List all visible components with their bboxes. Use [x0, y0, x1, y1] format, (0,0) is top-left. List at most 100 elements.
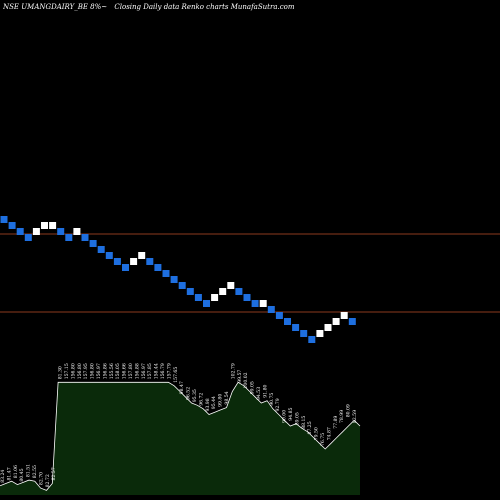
renko-brick-down	[194, 294, 202, 301]
renko-brick-up	[340, 312, 348, 319]
renko-brick-down	[203, 300, 210, 307]
volume-price-label: 95.35	[192, 389, 198, 402]
volume-price-label: 99.57	[237, 370, 243, 383]
volume-price-label: 78.99	[339, 410, 345, 423]
renko-brick-down	[308, 336, 316, 343]
renko-brick-up	[219, 288, 227, 295]
volume-price-label: 156.97	[141, 363, 147, 379]
renko-brick-down	[105, 252, 113, 259]
renko-brick-down	[243, 294, 251, 301]
volume-price-label: 156.80	[70, 363, 76, 379]
volume-price-label: 93.98	[205, 398, 211, 411]
volume-price-label: 98.47	[179, 381, 185, 394]
renko-brick-down	[348, 318, 356, 325]
renko-brick-down	[154, 264, 162, 271]
volume-price-label: 88.15	[301, 416, 307, 429]
renko-brick-down	[97, 246, 105, 253]
renko-brick-up	[130, 258, 138, 265]
renko-brick-up	[324, 324, 332, 331]
volume-price-label: 156.80	[77, 363, 83, 379]
renko-brick-up	[227, 282, 235, 289]
renko-brick-down	[65, 234, 73, 241]
volume-price-label: 157.65	[173, 367, 179, 383]
volume-price-label: 156.66	[122, 363, 128, 379]
volume-price-label: 81.47	[6, 467, 12, 480]
chart-description: Closing Daily data Renko charts MunafaSu…	[114, 3, 295, 11]
volume-price-label: 156.80	[90, 363, 96, 379]
volume-price-label: 79.50	[314, 427, 320, 440]
ticker-label: NSE UMANGDAIRY_BE 8%~	[3, 3, 108, 11]
renko-brick-down	[300, 330, 308, 337]
volume-price-label: 96.72	[198, 393, 204, 406]
volume-price-label: 157.85	[147, 363, 153, 379]
volume-price-label: 156.86	[102, 363, 108, 379]
volume-outline	[0, 381, 361, 491]
renko-brick-down	[0, 216, 8, 223]
volume-price-label: 95.44	[211, 396, 217, 409]
volume-price-label: 100.02	[243, 372, 249, 388]
volume-price-label: 81.51	[26, 464, 32, 477]
volume-price-label: 158.05	[115, 363, 121, 379]
renko-brick-up	[73, 228, 81, 235]
volume-price-label: 99.80	[218, 394, 224, 407]
volume-price-label: 80.09	[346, 404, 352, 417]
renko-brick-down	[16, 228, 24, 235]
renko-brick-down	[162, 270, 170, 277]
renko-brick-down	[170, 276, 178, 283]
volume-price-label: 156.88	[134, 363, 140, 379]
volume-price-label: 83.24	[0, 470, 6, 483]
volume-price-label: 80.45	[19, 468, 25, 481]
renko-brick-up	[332, 318, 340, 325]
volume-price-label: 157.95	[83, 363, 89, 379]
renko-brick-down	[81, 234, 89, 241]
renko-brick-down	[275, 312, 283, 319]
volume-area	[0, 381, 361, 495]
renko-brick-down	[8, 222, 16, 229]
renko-brick-down	[267, 306, 275, 313]
volume-price-label: 94.53	[256, 387, 262, 400]
renko-brick-up	[32, 228, 40, 235]
volume-price-label: 81.06	[13, 465, 19, 478]
volume-price-label: 89.05	[294, 412, 300, 425]
renko-brick-down	[122, 264, 129, 271]
renko-brick-up	[316, 330, 324, 337]
volume-price-label: 157.80	[128, 363, 134, 379]
volume-price-label: 74.87	[326, 427, 332, 440]
volume-price-label: 90.00	[282, 410, 288, 423]
volume-price-label: 158.44	[154, 363, 160, 379]
renko-brick-down	[178, 282, 186, 289]
volume-price-label: 91.80	[262, 384, 268, 397]
volume-price-label: 156.79	[160, 363, 166, 379]
volume-price-label: 96.52	[186, 387, 192, 400]
chart-header: NSE UMANGDAIRY_BE 8%~ Closing Daily data…	[3, 3, 497, 11]
volume-price-label: 99.05	[250, 381, 256, 394]
volume-price-label: 76.75	[320, 433, 326, 446]
volume-price-label: 156.97	[96, 363, 102, 379]
volume-price-label: 77.89	[333, 416, 339, 429]
renko-brick-down	[89, 240, 97, 247]
volume-price-label: 155.56	[109, 363, 115, 379]
volume-price-label: 82.59	[352, 410, 358, 423]
renko-brick-up	[41, 222, 48, 229]
volume-fill	[0, 382, 360, 495]
renko-brick-up	[49, 222, 57, 229]
volume-price-label: 92.79	[275, 398, 281, 411]
renko-brick-down	[251, 300, 259, 307]
volume-price-label: 87.25	[307, 421, 313, 434]
renko-brick-down	[113, 258, 121, 265]
volume-price-label: 157.15	[64, 363, 70, 379]
volume-price-label: 94.85	[288, 407, 294, 420]
renko-brick-down	[186, 288, 194, 295]
volume-price-label: 81.30	[58, 366, 64, 379]
renko-brick-down	[57, 228, 65, 235]
renko-bricks	[0, 216, 356, 343]
volume-price-label: 102.79	[230, 363, 236, 379]
renko-brick-up	[138, 252, 146, 259]
renko-brick-down	[284, 318, 291, 325]
volume-price-label: 90.75	[269, 393, 275, 406]
renko-brick-up	[211, 294, 219, 301]
volume-price-label: 82.57	[51, 467, 57, 480]
